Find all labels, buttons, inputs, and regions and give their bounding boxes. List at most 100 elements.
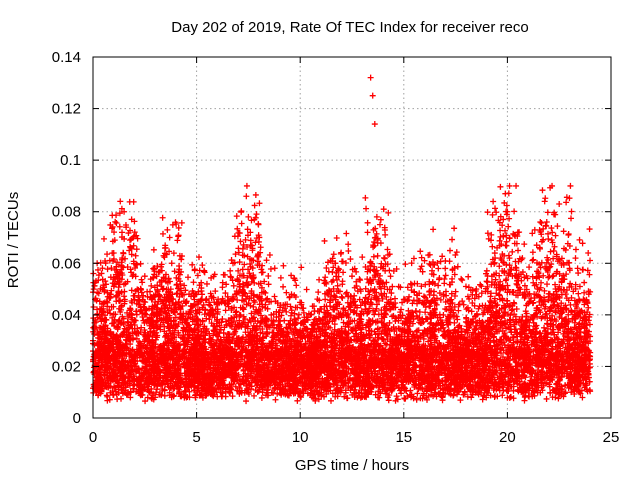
data-point: [179, 319, 186, 326]
data-point: [168, 260, 175, 267]
data-point: [102, 322, 109, 329]
data-point: [357, 302, 364, 309]
data-point: [159, 230, 166, 237]
data-point: [101, 235, 108, 242]
data-point: [388, 290, 395, 297]
data-point: [338, 258, 345, 265]
data-point: [451, 271, 458, 278]
data-point: [343, 230, 350, 237]
data-point: [585, 249, 592, 256]
data-point: [385, 209, 392, 216]
data-point: [562, 389, 569, 396]
data-point: [128, 216, 135, 223]
data-point: [399, 299, 406, 306]
data-point: [387, 296, 394, 303]
data-point: [586, 226, 593, 233]
data-point: [369, 307, 376, 314]
data-point: [530, 319, 537, 326]
data-point: [353, 268, 360, 275]
data-point: [153, 273, 160, 280]
data-point: [130, 198, 137, 205]
data-point: [112, 218, 119, 225]
data-point: [217, 326, 224, 333]
data-points: [90, 74, 594, 405]
data-point: [462, 283, 469, 290]
data-point: [118, 395, 125, 402]
data-point: [497, 324, 504, 331]
data-point: [367, 74, 374, 81]
data-point: [377, 221, 384, 228]
data-point: [293, 282, 300, 289]
data-point: [234, 275, 241, 282]
data-point: [448, 290, 455, 297]
data-point: [483, 278, 490, 285]
data-point: [363, 205, 370, 212]
data-point: [327, 397, 334, 404]
data-point: [256, 200, 263, 207]
data-point: [235, 229, 242, 236]
data-point: [251, 299, 258, 306]
data-point: [521, 282, 528, 289]
data-point: [373, 230, 380, 237]
data-point: [133, 335, 140, 342]
data-point: [371, 311, 378, 318]
data-point: [468, 331, 475, 338]
data-point: [455, 307, 462, 314]
data-point: [461, 388, 468, 395]
data-point: [121, 208, 128, 215]
data-point: [233, 213, 240, 220]
data-point: [173, 282, 180, 289]
data-point: [404, 284, 411, 291]
data-point: [469, 291, 476, 298]
data-point: [118, 263, 125, 270]
data-point: [373, 213, 380, 220]
data-point: [245, 213, 252, 220]
data-point: [394, 396, 401, 403]
data-point: [543, 395, 550, 402]
data-point: [567, 182, 574, 189]
data-point: [364, 219, 371, 226]
data-point: [493, 290, 500, 297]
data-point: [243, 398, 250, 405]
data-point: [139, 279, 146, 286]
data-point: [505, 190, 512, 197]
data-point: [540, 225, 547, 232]
data-point: [511, 311, 518, 318]
data-point: [227, 273, 234, 280]
data-point: [232, 383, 239, 390]
data-point: [227, 267, 234, 274]
data-point: [457, 397, 464, 404]
data-point: [212, 288, 219, 295]
data-point: [568, 208, 575, 215]
data-point: [491, 250, 498, 257]
data-point: [280, 283, 287, 290]
data-point: [541, 324, 548, 331]
data-point: [345, 247, 352, 254]
data-point: [406, 293, 413, 300]
data-point: [529, 249, 536, 256]
data-point: [410, 297, 417, 304]
data-point: [250, 314, 257, 321]
data-point: [261, 278, 268, 285]
data-point: [387, 273, 394, 280]
data-point: [288, 272, 295, 279]
data-point: [341, 393, 348, 400]
data-point: [537, 219, 544, 226]
data-point: [380, 206, 387, 213]
data-point: [458, 275, 465, 282]
data-point: [549, 239, 556, 246]
data-point: [244, 226, 251, 233]
data-point: [454, 263, 461, 270]
data-point: [526, 264, 533, 271]
data-point: [247, 260, 253, 267]
data-point: [228, 307, 235, 314]
data-point: [142, 398, 149, 405]
data-point: [303, 286, 310, 293]
data-point: [228, 257, 235, 264]
data-point: [420, 293, 427, 300]
data-point: [511, 208, 518, 215]
data-point: [104, 266, 111, 273]
data-point: [195, 254, 202, 261]
data-point: [166, 248, 173, 255]
